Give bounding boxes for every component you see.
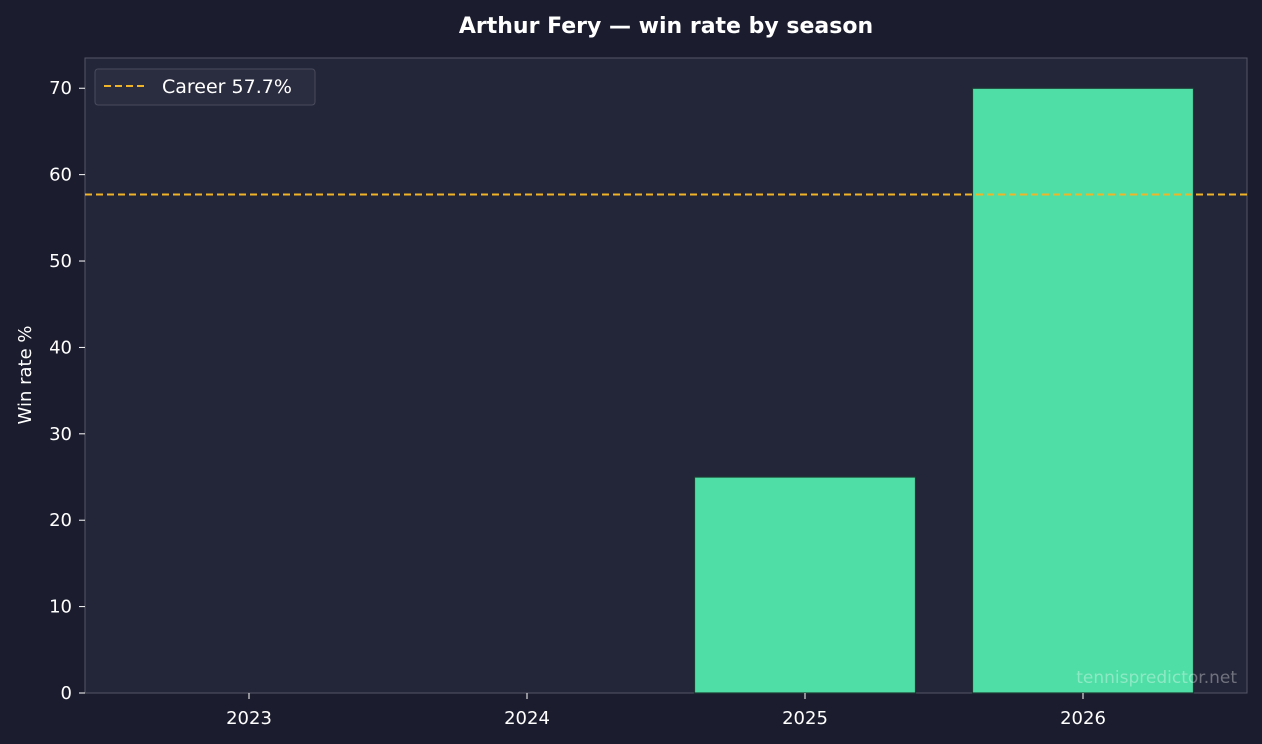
y-tick-label: 40: [49, 337, 72, 358]
y-axis-label: Win rate %: [15, 326, 36, 425]
x-tick-label: 2024: [504, 708, 550, 729]
bars: [693, 87, 1195, 694]
y-tick-label: 60: [49, 165, 72, 186]
y-tick-label: 20: [49, 510, 72, 531]
x-axis-ticks: 2023 2024 2025 2026: [226, 693, 1106, 729]
x-tick-label: 2023: [226, 708, 272, 729]
bar-2025: [693, 476, 917, 694]
y-tick-label: 10: [49, 597, 72, 618]
legend-box: [94, 68, 316, 106]
x-tick-label: 2025: [782, 708, 828, 729]
legend: Career 57.7%: [94, 68, 316, 106]
x-tick-label: 2026: [1060, 708, 1106, 729]
y-axis-ticks: 0 10 20 30 40 50 60 70: [49, 78, 85, 704]
y-tick-label: 0: [61, 683, 72, 704]
bar-2026: [971, 87, 1195, 694]
y-tick-label: 70: [49, 78, 72, 99]
y-tick-label: 30: [49, 424, 72, 445]
chart-title: Arthur Fery — win rate by season: [459, 14, 873, 39]
watermark: tennispredictor.net: [1076, 668, 1237, 688]
legend-label: Career 57.7%: [162, 76, 292, 98]
y-tick-label: 50: [49, 251, 72, 272]
